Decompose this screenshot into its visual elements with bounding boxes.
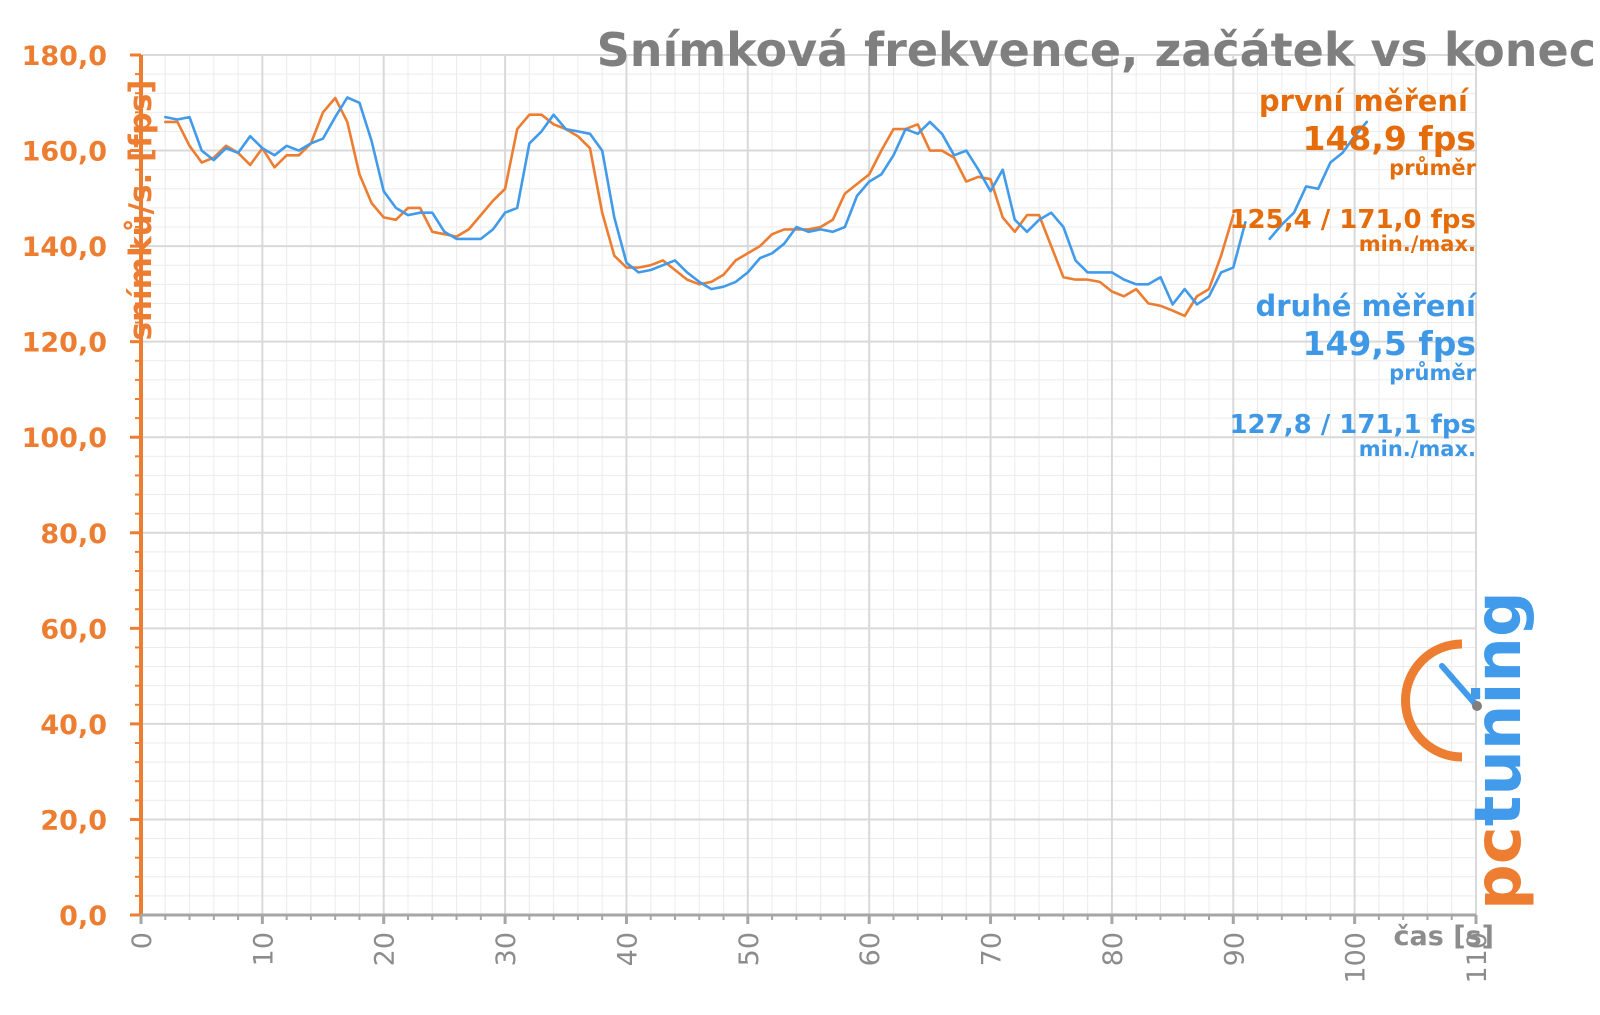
y-tick-label: 20,0: [40, 805, 107, 836]
x-tick-labels: 0 10 20 30 40 50 60 70 80 90 100 110: [127, 932, 1493, 984]
x-tick-label: 70: [977, 932, 1008, 966]
y-tick-label: 60,0: [40, 614, 107, 645]
x-tick-label: 60: [855, 932, 886, 966]
legend-second-series: druhé měření 149,5 fps průměr 127,8 / 17…: [1229, 289, 1478, 461]
x-tick-label: 100: [1341, 932, 1372, 984]
y-tick-label: 160,0: [22, 137, 107, 168]
series-line-second: [164, 96, 1369, 306]
axes: [130, 53, 1478, 924]
legend-second-avg-label: průměr: [1389, 361, 1476, 385]
y-tick-labels: 0,0 20,0 40,0 60,0 80,0 100,0 120,0 140,0 160,0 1…: [22, 41, 107, 932]
logo-wordmark: pctuning: [1462, 591, 1536, 910]
y-tick-label: 100,0: [22, 423, 107, 454]
series-line-first: [164, 96, 1235, 318]
x-tick-label: 50: [734, 932, 765, 966]
legend-second-avg: 149,5 fps: [1303, 324, 1477, 363]
logo-gauge-ring: [1401, 639, 1463, 762]
y-tick-label: 40,0: [40, 710, 107, 741]
y-tick-label: 140,0: [22, 232, 107, 263]
y-tick-label: 120,0: [22, 328, 107, 359]
x-tick-label: 40: [613, 932, 644, 966]
x-tick-label: 10: [248, 932, 279, 966]
pctuning-logo: pctuning: [1401, 591, 1536, 910]
legend-first-minmax: 125,4 / 171,0 fps: [1229, 205, 1476, 235]
x-tick-label: 110: [1462, 932, 1493, 984]
x-tick-label: 20: [370, 932, 401, 966]
x-tick-label: 90: [1219, 932, 1250, 966]
legend-first-series: první měření 148,9 fps průměr 125,4 / 17…: [1229, 84, 1476, 256]
legend-first-minmax-label: min./max.: [1359, 232, 1476, 256]
chart-title: Snímková frekvence, začátek vs konec: [597, 23, 1596, 77]
y-axis-label: snímků/s. [fps]: [123, 80, 159, 341]
series-layer: [164, 96, 1369, 318]
x-tick-label: 0: [127, 932, 158, 949]
y-tick-label: 80,0: [40, 519, 107, 550]
legend-first-name: první měření: [1259, 84, 1470, 118]
legend-second-minmax-label: min./max.: [1359, 437, 1476, 461]
y-tick-label: 0,0: [59, 901, 107, 932]
legend-first-avg-label: průměr: [1389, 156, 1476, 180]
minor-grid: [141, 55, 1476, 915]
x-tick-label: 30: [491, 932, 522, 966]
legend-first-avg: 148,9 fps: [1303, 119, 1477, 158]
legend-second-minmax: 127,8 / 171,1 fps: [1229, 410, 1476, 440]
logo-gauge-hub: [1472, 701, 1482, 711]
x-tick-label: 80: [1098, 932, 1129, 966]
x-axis-label: čas [s]: [1394, 921, 1494, 952]
major-grid: [140, 54, 1477, 916]
logo-gauge-needle: [1439, 663, 1480, 709]
legend-second-name: druhé měření: [1255, 289, 1478, 323]
y-tick-label: 180,0: [22, 41, 107, 72]
